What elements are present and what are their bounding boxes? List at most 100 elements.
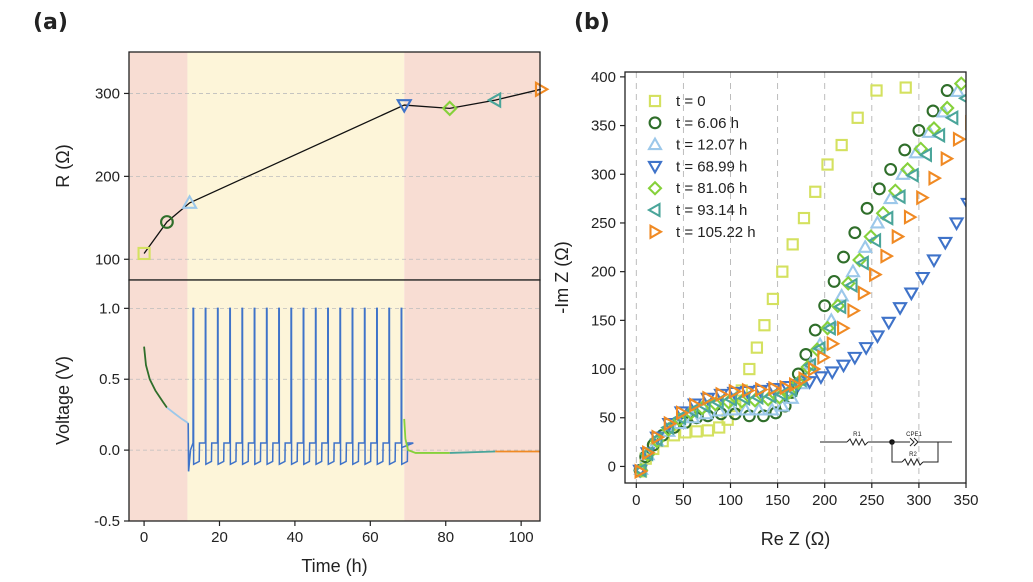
x-tick-label: 350 (953, 492, 978, 509)
y-tick-label: 400 (591, 69, 616, 86)
nyquist-point (863, 229, 879, 245)
nyquist-point (935, 103, 952, 118)
nyquist-point (807, 361, 822, 377)
y-tick-label: 0 (608, 458, 616, 475)
nyquist-point (747, 392, 763, 408)
nyquist-point (835, 138, 848, 152)
y-tick-label: 250 (591, 215, 616, 232)
shaded-region (404, 52, 540, 280)
x-tick-label: 100 (509, 529, 534, 546)
nyquist-point (808, 323, 822, 337)
x-tick-label: 300 (906, 492, 931, 509)
x-axis-title: Time (h) (301, 556, 367, 576)
nyquist-point (750, 341, 764, 354)
resistor-r2 (901, 457, 924, 467)
y-tick-label: 200 (591, 264, 616, 281)
nyquist-point (852, 252, 868, 268)
relaxation-segment (403, 418, 450, 454)
x-tick-label: 40 (287, 529, 304, 546)
equivalent-circuit-inset: R1 CPE1 R2 (820, 432, 952, 467)
y-tick-label: 300 (591, 166, 616, 183)
y-tick-label: 0.0 (99, 442, 120, 459)
nyquist-point (957, 93, 966, 103)
relaxation-segment-blue (166, 406, 189, 424)
nyquist-point (642, 444, 656, 461)
nyquist-point (809, 342, 825, 358)
nyquist-point (737, 401, 754, 416)
nyquist-point (891, 228, 906, 245)
panel-a-label: (a) (33, 10, 68, 35)
y-tick-label: 0.5 (99, 371, 120, 388)
nyquist-point (724, 401, 741, 416)
nyquist-point (701, 424, 715, 437)
x-tick-label: 50 (675, 492, 692, 509)
nyquist-point (949, 83, 966, 98)
nyquist-point (948, 217, 965, 232)
circuit-label-cpe1: CPE1 (906, 432, 922, 438)
nyquist-point (847, 351, 863, 366)
nyquist-point (847, 302, 862, 319)
y-tick-label: 100 (95, 251, 120, 268)
nyquist-point (916, 189, 930, 206)
nyquist-point (766, 292, 780, 306)
relaxation-segment-green (143, 346, 168, 409)
nyquist-point (734, 393, 750, 409)
relaxation-segment (449, 450, 496, 454)
nyquist-point (651, 429, 666, 446)
panel-b-label: (b) (574, 10, 610, 35)
nyquist-series (634, 114, 966, 480)
y-tick-label: 1.0 (99, 300, 120, 317)
nyquist-point (758, 319, 771, 332)
nyquist-point (684, 403, 699, 419)
nyquist-point (860, 201, 874, 215)
panel-a-bottom-plot: -0.5 0.0 0.5 1.0 0 20 40 60 80 100 Time (h) Voltage… (53, 279, 541, 576)
shaded-region (187, 280, 405, 521)
nyquist-point (937, 236, 954, 251)
legend-label: t = 0 (676, 93, 706, 110)
nyquist-point (715, 386, 730, 403)
legend-marker (649, 223, 664, 240)
y-axis-title: -Im Z (Ω) (552, 241, 572, 313)
nyquist-point (769, 406, 783, 420)
nyquist-point (851, 111, 864, 124)
nyquist-point (905, 167, 919, 184)
y-tick-label: 100 (591, 361, 616, 378)
nyquist-point (898, 143, 912, 157)
nyquist-point (672, 409, 687, 426)
nyquist-point (822, 320, 836, 336)
nyquist-point (789, 376, 803, 393)
circuit-wire (891, 442, 902, 463)
x-tick-label: 200 (812, 492, 837, 509)
nyquist-point (953, 76, 966, 92)
circuit-label-r1: R1 (853, 432, 861, 438)
x-tick-label: 0 (140, 529, 148, 546)
resistance-point (137, 246, 151, 261)
nyquist-point (855, 255, 869, 271)
nyquist-point (891, 188, 906, 205)
nyquist-point (799, 347, 813, 361)
shaded-region (129, 52, 188, 280)
circuit-label-r2: R2 (909, 452, 917, 458)
nyquist-point (820, 320, 836, 336)
nyquist-point (858, 342, 874, 356)
nyquist-point (940, 150, 955, 167)
nyquist-point (926, 104, 940, 118)
nyquist-point (817, 349, 831, 366)
y-tick-label: 350 (591, 118, 616, 135)
nyquist-point (809, 185, 822, 198)
x-tick-label: 100 (718, 492, 743, 509)
nyquist-point (960, 197, 966, 209)
legend-marker (647, 136, 663, 151)
nyquist-point (827, 274, 841, 288)
nyquist-point (755, 381, 769, 398)
x-axis-title: Re Z (Ω) (761, 529, 830, 549)
legend-label: t = 105.22 h (676, 224, 756, 241)
y-tick-label: 300 (95, 85, 120, 102)
resistor-r1 (846, 437, 869, 447)
nyquist-point (952, 131, 966, 148)
nyquist-point (939, 100, 955, 116)
nyquist-point (884, 162, 898, 176)
resistance-point (441, 100, 458, 117)
nyquist-point (818, 299, 832, 313)
y-tick-label: 200 (95, 168, 120, 185)
